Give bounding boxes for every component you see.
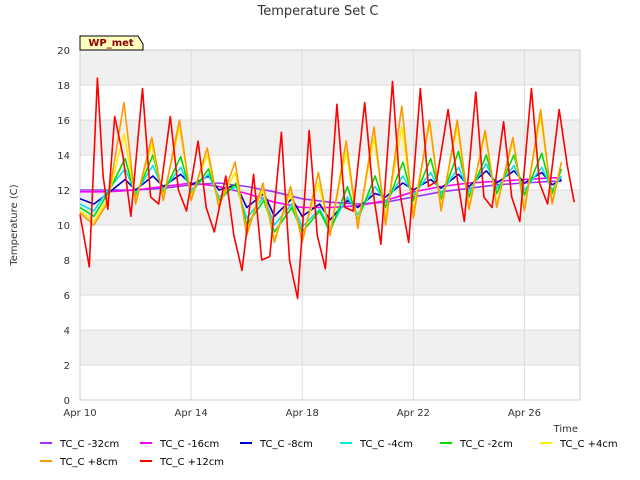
y-tick-label: 2 — [64, 361, 70, 372]
y-axis-ticks: 0 2 4 6 8 10 12 14 16 18 20 — [57, 46, 70, 407]
legend-label: TC_C -32cm — [59, 439, 119, 450]
x-tick-label: Apr 14 — [175, 408, 208, 419]
x-tick-label: Apr 10 — [63, 408, 96, 419]
legend-label: TC_C -4cm — [359, 439, 413, 450]
y-tick-label: 0 — [64, 396, 70, 407]
grid-band — [80, 50, 580, 85]
grid-band — [80, 330, 580, 365]
y-tick-label: 8 — [64, 256, 70, 267]
legend-label: TC_C +12cm — [159, 457, 224, 468]
y-tick-label: 14 — [57, 151, 70, 162]
series-line-6 — [79, 101, 563, 244]
x-tick-label: Apr 18 — [286, 408, 319, 419]
legend-label: TC_C +8cm — [59, 457, 118, 468]
x-tick-label: Apr 22 — [397, 408, 430, 419]
wp-met-badge: WP_met — [79, 35, 144, 51]
y-tick-label: 16 — [57, 116, 70, 127]
legend-label: TC_C -8cm — [259, 439, 313, 450]
badge-shape — [79, 35, 144, 51]
x-axis-ticks: Apr 10 Apr 14 Apr 18 Apr 22 Apr 26 — [63, 408, 541, 419]
x-axis-label: Time — [553, 424, 578, 435]
grid-band — [80, 120, 580, 155]
grid-band — [80, 260, 580, 295]
plot-frame — [79, 49, 581, 401]
gridlines — [79, 49, 581, 401]
y-tick-label: 18 — [57, 81, 70, 92]
legend: TC_C -32cm TC_C -16cm TC_C -8cm TC_C -4cm TC… — [40, 439, 618, 468]
legend-label: TC_C -2cm — [459, 439, 513, 450]
legend-label: TC_C +4cm — [559, 439, 618, 450]
badge-label: WP_met — [88, 38, 134, 49]
y-tick-label: 10 — [57, 221, 70, 232]
y-tick-label: 6 — [64, 291, 70, 302]
legend-label: TC_C -16cm — [159, 439, 219, 450]
series-lines — [79, 77, 575, 300]
y-tick-label: 4 — [64, 326, 70, 337]
y-tick-label: 20 — [57, 46, 70, 57]
x-tick-label: Apr 26 — [508, 408, 541, 419]
y-tick-label: 12 — [57, 186, 70, 197]
chart-title: Temperature Set C — [256, 4, 378, 19]
series-line-7 — [79, 77, 575, 300]
y-axis-label: Temperature (C) — [9, 184, 20, 266]
